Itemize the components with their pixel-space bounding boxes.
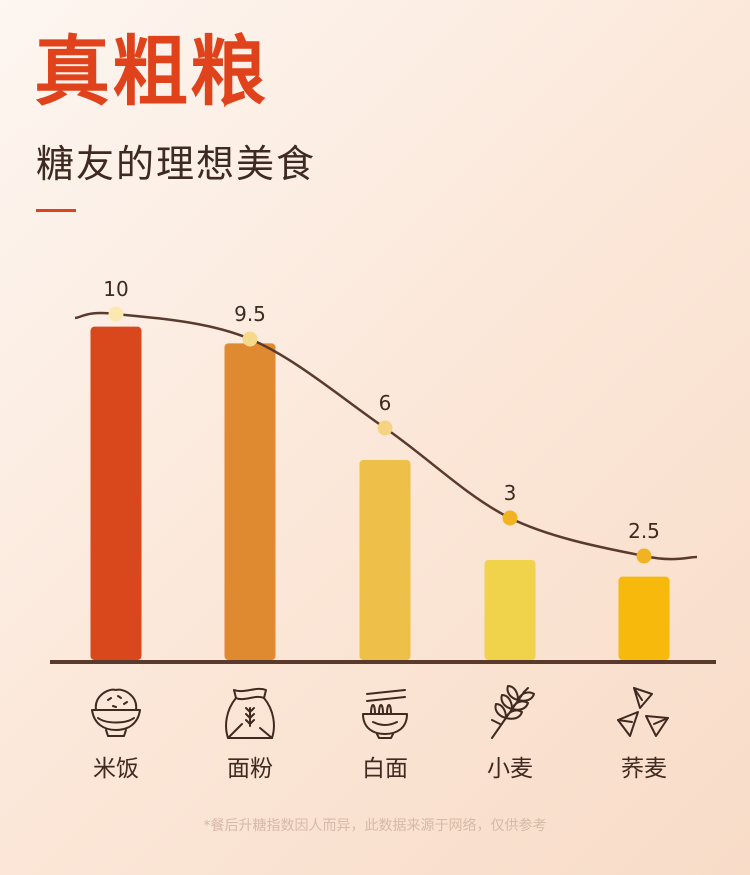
- bar-4: [484, 560, 536, 660]
- value-label-2: 9.5: [234, 302, 266, 326]
- value-label-3: 6: [379, 391, 392, 415]
- value-label-4: 3: [504, 481, 517, 505]
- page-title: 真粗粮: [34, 27, 268, 116]
- category-label-group: 米饭 面粉 白面 小麦 荞麦: [93, 756, 667, 782]
- category-label-2: 面粉: [227, 756, 273, 782]
- value-label-5: 2.5: [628, 519, 660, 543]
- bar-group: [90, 326, 670, 660]
- category-label-3: 白面: [362, 756, 408, 782]
- bar-3: [359, 460, 411, 660]
- rice-bowl-icon: [91, 688, 141, 737]
- footnote: *餐后升糖指数因人而异，此数据来源于网络，仅供参考: [203, 818, 547, 834]
- bar-5: [618, 576, 670, 660]
- gi-bar-chart: 10 9.5 6 3 2.5 米饭 面粉 白面 小麦 荞麦: [50, 277, 716, 782]
- data-point-1: [108, 306, 124, 322]
- bar-1: [90, 326, 142, 660]
- value-label-1: 10: [103, 277, 128, 301]
- category-label-5: 荞麦: [621, 756, 667, 782]
- category-label-1: 米饭: [93, 756, 139, 782]
- page-subtitle: 糖友的理想美食: [36, 142, 317, 186]
- category-label-4: 小麦: [487, 756, 533, 782]
- data-point-3: [377, 420, 393, 436]
- wheat-icon: [491, 685, 535, 739]
- accent-divider: [36, 209, 76, 212]
- data-point-4: [502, 510, 518, 526]
- value-label-group: 10 9.5 6 3 2.5: [103, 277, 660, 543]
- data-point-2: [242, 331, 258, 347]
- data-point-5: [636, 548, 652, 564]
- icon-group: [91, 685, 669, 739]
- noodle-bowl-icon: [362, 689, 408, 739]
- bar-2: [224, 343, 276, 660]
- flour-bag-icon: [225, 687, 275, 739]
- buckwheat-icon: [617, 687, 669, 737]
- dot-group: [108, 306, 652, 564]
